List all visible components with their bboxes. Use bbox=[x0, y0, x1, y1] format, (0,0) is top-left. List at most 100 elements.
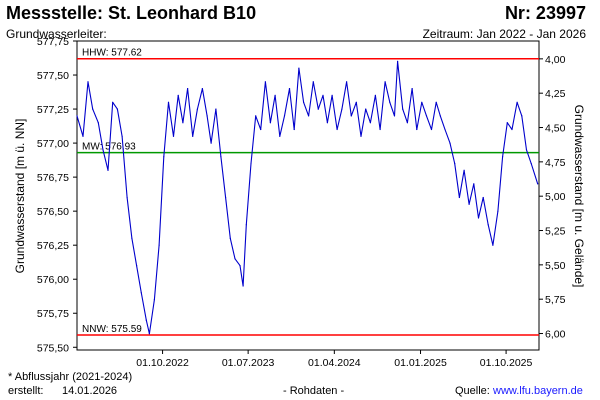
data-point bbox=[375, 95, 376, 96]
data-mode: - Rohdaten - bbox=[283, 385, 344, 397]
x-tick-label: 01.10.2022 bbox=[136, 357, 189, 369]
created-label: erstellt: bbox=[8, 385, 43, 397]
data-point bbox=[502, 156, 503, 157]
data-point bbox=[141, 292, 142, 293]
data-point bbox=[178, 95, 179, 96]
data-point bbox=[284, 115, 285, 116]
data-point bbox=[346, 81, 347, 82]
created-date: 14.01.2026 bbox=[62, 385, 117, 397]
data-point bbox=[492, 245, 493, 246]
data-point bbox=[436, 102, 437, 103]
data-point bbox=[239, 265, 240, 266]
data-point bbox=[131, 238, 132, 239]
data-point bbox=[332, 95, 333, 96]
data-point bbox=[246, 224, 247, 225]
series-line-0 bbox=[77, 61, 538, 333]
data-point bbox=[426, 115, 427, 116]
data-point bbox=[154, 299, 155, 300]
data-point bbox=[421, 102, 422, 103]
data-point bbox=[211, 143, 212, 144]
data-point bbox=[220, 156, 221, 157]
y-tick-label-left: 576,75 bbox=[37, 172, 69, 184]
y-tick-label-left: 577,75 bbox=[37, 36, 69, 48]
data-point bbox=[394, 115, 395, 116]
source-label: Quelle: bbox=[455, 385, 490, 397]
y-tick-label-right: 4,50 bbox=[545, 123, 566, 135]
footnote: * Abflussjahr (2021-2024) bbox=[8, 371, 132, 383]
data-point bbox=[82, 136, 83, 137]
data-point bbox=[431, 129, 432, 130]
data-point bbox=[412, 88, 413, 89]
data-point bbox=[279, 136, 280, 137]
data-point bbox=[341, 109, 342, 110]
data-point bbox=[102, 149, 103, 150]
data-point bbox=[92, 109, 93, 110]
y-axis-title-right: Grundwasserstand [m u. Gelände] bbox=[572, 105, 586, 288]
data-point bbox=[313, 81, 314, 82]
data-point bbox=[163, 156, 164, 157]
series-group bbox=[76, 61, 538, 335]
right-axis: 4,004,254,504,755,005,255,505,756,00 bbox=[539, 54, 566, 341]
data-point bbox=[215, 109, 216, 110]
y-tick-label-left: 576,00 bbox=[37, 274, 69, 286]
data-point bbox=[168, 102, 169, 103]
y-tick-label-right: 4,00 bbox=[545, 54, 566, 66]
data-point bbox=[197, 109, 198, 110]
source-link[interactable]: www.lfu.bayern.de bbox=[493, 385, 583, 397]
data-point bbox=[303, 102, 304, 103]
data-point bbox=[440, 115, 441, 116]
y-tick-label-left: 576,50 bbox=[37, 206, 69, 218]
data-point bbox=[407, 122, 408, 123]
y-tick-label-left: 575,75 bbox=[37, 308, 69, 320]
data-point bbox=[454, 163, 455, 164]
data-point bbox=[507, 122, 508, 123]
y-axis-title-left: Grundwasserstand [m ü. NN] bbox=[13, 119, 27, 274]
data-point bbox=[265, 81, 266, 82]
data-point bbox=[159, 245, 160, 246]
data-point bbox=[360, 136, 361, 137]
data-point bbox=[416, 129, 417, 130]
y-tick-label-right: 5,50 bbox=[545, 260, 566, 272]
data-point bbox=[517, 102, 518, 103]
data-point bbox=[537, 183, 538, 184]
x-tick-label: 01.10.2025 bbox=[480, 357, 533, 369]
y-tick-label-right: 5,00 bbox=[545, 191, 566, 203]
data-point bbox=[149, 333, 150, 334]
data-point bbox=[112, 102, 113, 103]
data-point bbox=[234, 258, 235, 259]
data-point bbox=[483, 197, 484, 198]
data-point bbox=[250, 163, 251, 164]
data-point bbox=[294, 129, 295, 130]
y-tick-label-left: 576,25 bbox=[37, 240, 69, 252]
data-point bbox=[136, 265, 137, 266]
x-axis: 01.10.2022 01.07.2023 01.04.2024 01.01.2025… bbox=[136, 350, 532, 369]
data-point bbox=[473, 183, 474, 184]
data-point bbox=[298, 68, 299, 69]
data-point bbox=[127, 197, 128, 198]
data-point bbox=[260, 129, 261, 130]
data-point bbox=[397, 61, 398, 62]
data-point bbox=[449, 143, 450, 144]
left-axis: 577,75577,50577,25577,00576,75576,50576,… bbox=[37, 36, 77, 354]
data-point bbox=[464, 170, 465, 171]
data-point bbox=[255, 115, 256, 116]
data-point bbox=[182, 122, 183, 123]
data-point bbox=[521, 115, 522, 116]
data-point bbox=[202, 88, 203, 89]
data-point bbox=[117, 109, 118, 110]
data-point bbox=[469, 204, 470, 205]
data-point bbox=[76, 115, 77, 116]
data-point bbox=[526, 149, 527, 150]
data-point bbox=[531, 163, 532, 164]
ref-label-nnw: NNW: 575.59 bbox=[82, 324, 142, 335]
x-tick-label: 01.07.2023 bbox=[222, 357, 275, 369]
x-tick-label: 01.01.2025 bbox=[394, 357, 447, 369]
x-tick-label: 01.04.2024 bbox=[308, 357, 361, 369]
data-point bbox=[497, 211, 498, 212]
data-point bbox=[289, 88, 290, 89]
data-point bbox=[488, 224, 489, 225]
ref-label-hhw: HHW: 577.62 bbox=[82, 48, 142, 59]
data-point bbox=[173, 136, 174, 137]
data-point bbox=[308, 115, 309, 116]
